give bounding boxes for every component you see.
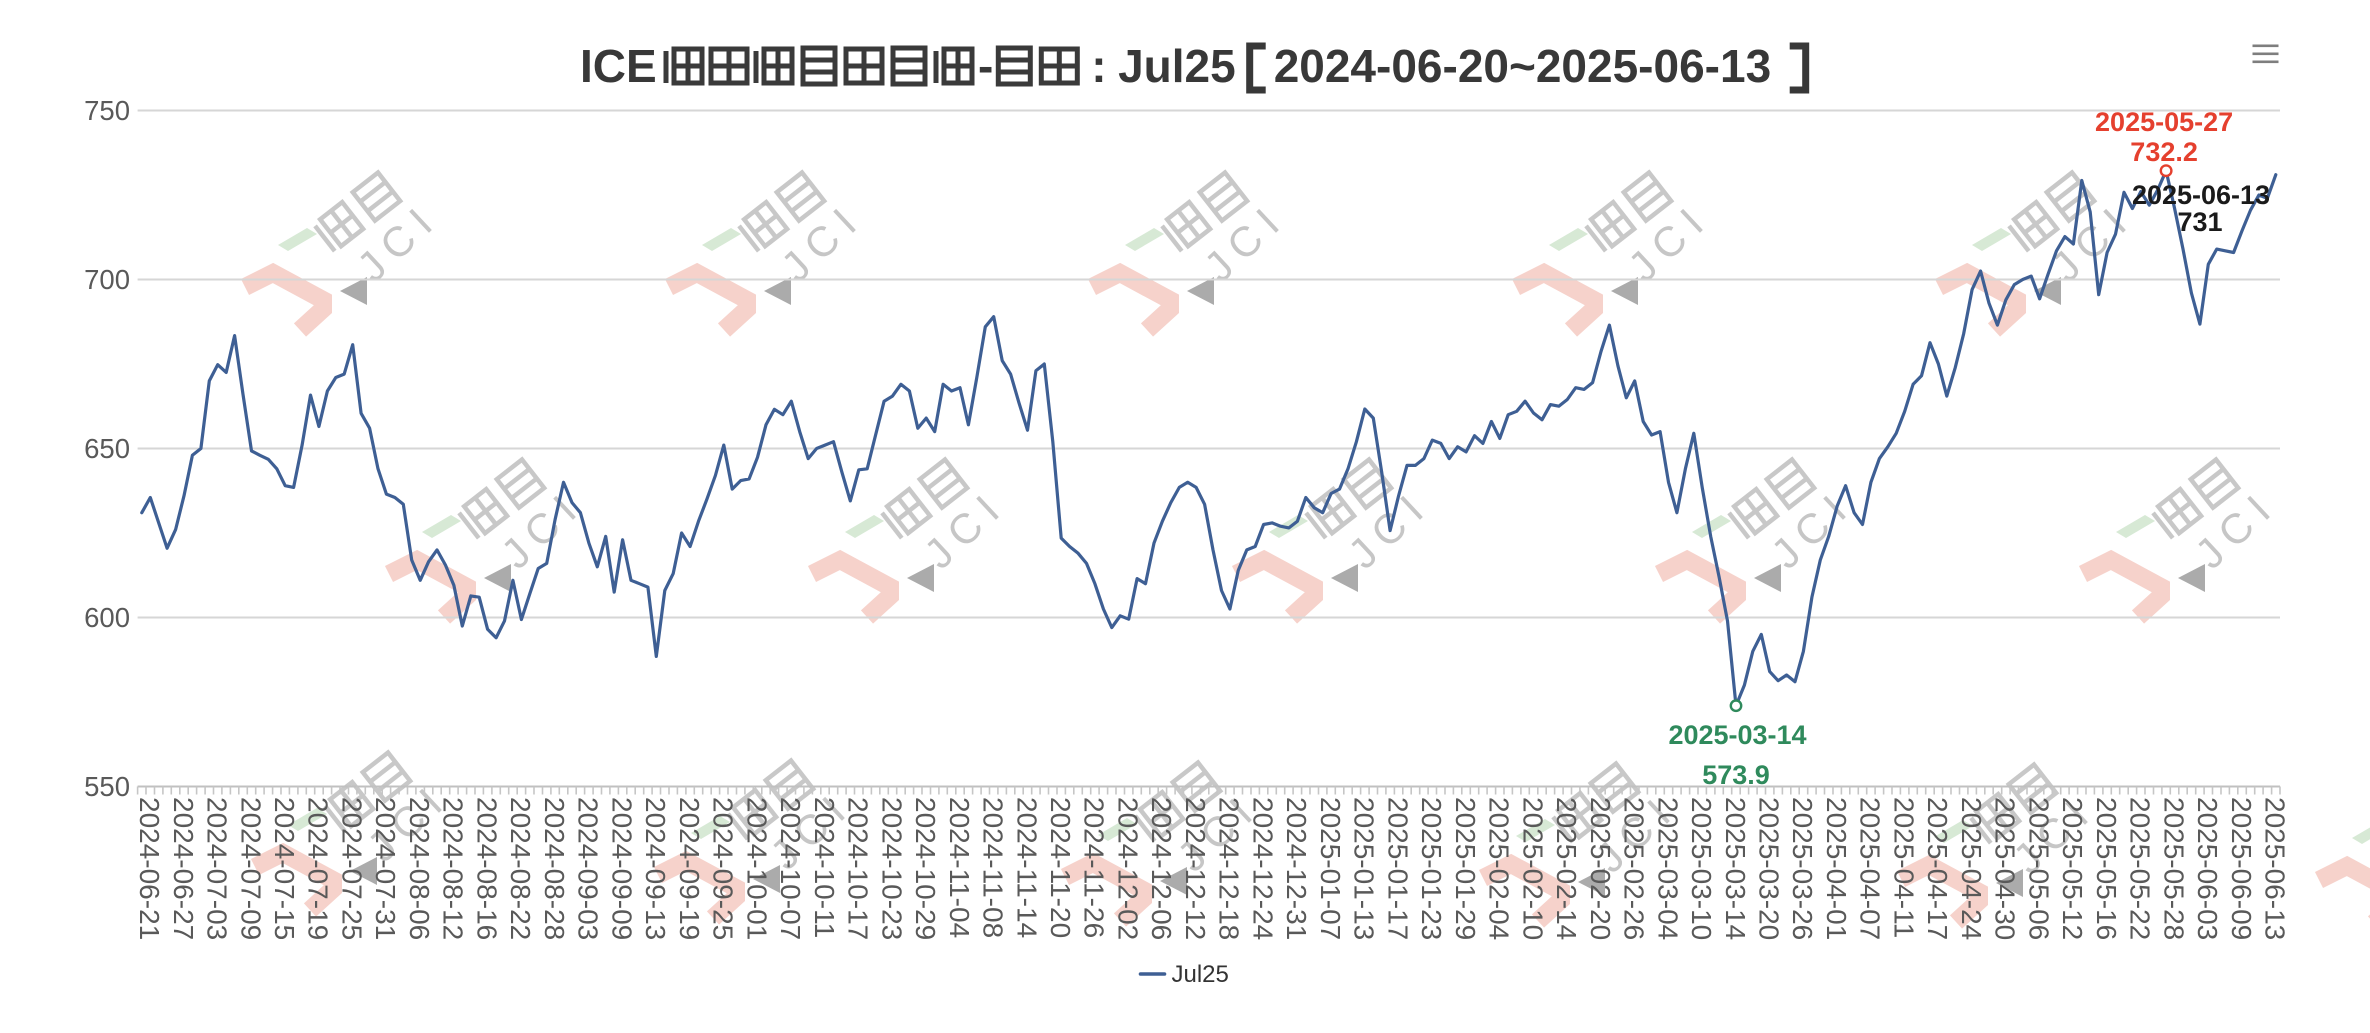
svg-text:2025-06-13: 2025-06-13 — [2260, 797, 2291, 940]
svg-text:2025-04-24: 2025-04-24 — [1956, 797, 1987, 940]
svg-text:2025-01-07: 2025-01-07 — [1315, 797, 1346, 940]
svg-text:2025-05-22: 2025-05-22 — [2125, 797, 2156, 940]
svg-text:2024-11-04: 2024-11-04 — [944, 797, 975, 938]
svg-text:2024-12-02: 2024-12-02 — [1113, 797, 1144, 940]
svg-text:2024-11-20: 2024-11-20 — [1045, 797, 1076, 938]
svg-text:2025-04-30: 2025-04-30 — [1990, 797, 2021, 940]
svg-text:2024-10-17: 2024-10-17 — [843, 797, 874, 940]
svg-text:2024-07-31: 2024-07-31 — [370, 797, 401, 940]
svg-text:2024-07-03: 2024-07-03 — [202, 797, 233, 940]
svg-text:2024-08-06: 2024-08-06 — [404, 797, 435, 940]
svg-text:2025-05-27: 2025-05-27 — [2095, 107, 2233, 137]
svg-text:2025-02-26: 2025-02-26 — [1619, 797, 1650, 940]
svg-text:700: 700 — [84, 264, 130, 295]
svg-text:2025-04-17: 2025-04-17 — [1922, 797, 1953, 940]
svg-text:2025-02-04: 2025-02-04 — [1484, 797, 1515, 940]
svg-text:2024-12-31: 2024-12-31 — [1281, 797, 1312, 940]
svg-text:2025-01-23: 2025-01-23 — [1416, 797, 1447, 940]
svg-text:2025-04-01: 2025-04-01 — [1821, 797, 1852, 940]
svg-text:2024-08-22: 2024-08-22 — [505, 797, 536, 940]
svg-text:2024-06-21: 2024-06-21 — [134, 797, 165, 940]
svg-text:2024-06-27: 2024-06-27 — [168, 797, 199, 940]
svg-text:2025-05-28: 2025-05-28 — [2158, 797, 2189, 940]
svg-text:2025-02-20: 2025-02-20 — [1585, 797, 1616, 940]
svg-text:ICE: ICE — [580, 40, 657, 92]
svg-text:2025-06-13: 2025-06-13 — [2132, 180, 2270, 210]
svg-text:2025-05-12: 2025-05-12 — [2057, 797, 2088, 940]
svg-text:2024-11-14: 2024-11-14 — [1011, 797, 1042, 938]
svg-text:2025-03-26: 2025-03-26 — [1787, 797, 1818, 940]
svg-text:2024-08-28: 2024-08-28 — [539, 797, 570, 940]
svg-text:2024-10-29: 2024-10-29 — [910, 797, 941, 940]
svg-text:550: 550 — [84, 771, 130, 802]
svg-text:2024-07-09: 2024-07-09 — [235, 797, 266, 940]
svg-text:2025-03-04: 2025-03-04 — [1652, 797, 1683, 940]
svg-text:2024-10-11: 2024-10-11 — [809, 797, 840, 938]
svg-text:Jul25: Jul25 — [1118, 40, 1236, 92]
svg-text:732.2: 732.2 — [2130, 137, 2198, 167]
svg-text:2024-10-07: 2024-10-07 — [775, 797, 806, 940]
svg-text::: : — [1091, 40, 1106, 92]
svg-text:2025-02-14: 2025-02-14 — [1551, 797, 1582, 940]
svg-text:2024-11-08: 2024-11-08 — [978, 797, 1009, 938]
svg-text:2024-07-19: 2024-07-19 — [303, 797, 334, 940]
svg-text:750: 750 — [84, 95, 130, 126]
svg-text:2025-04-11: 2025-04-11 — [1889, 797, 1920, 938]
svg-text:2024-11-26: 2024-11-26 — [1079, 797, 1110, 938]
svg-text:573.9: 573.9 — [1702, 760, 1770, 790]
svg-text:2024-12-12: 2024-12-12 — [1180, 797, 1211, 940]
svg-text:2025-05-16: 2025-05-16 — [2091, 797, 2122, 940]
svg-text:2024-08-12: 2024-08-12 — [438, 797, 469, 940]
svg-text:2025-01-13: 2025-01-13 — [1349, 797, 1380, 940]
svg-text:2024-07-15: 2024-07-15 — [269, 797, 300, 940]
svg-text:731: 731 — [2177, 207, 2222, 237]
svg-text:2024-10-23: 2024-10-23 — [876, 797, 907, 940]
svg-text:2024-12-18: 2024-12-18 — [1214, 797, 1245, 940]
svg-text:2024-08-16: 2024-08-16 — [471, 797, 502, 940]
svg-text:650: 650 — [84, 433, 130, 464]
svg-text:-: - — [978, 40, 993, 92]
svg-text:2025-04-07: 2025-04-07 — [1855, 797, 1886, 940]
svg-text:600: 600 — [84, 602, 130, 633]
svg-text:2024-09-25: 2024-09-25 — [708, 797, 739, 940]
svg-text:2025-02-10: 2025-02-10 — [1517, 797, 1548, 940]
svg-text:2025-06-09: 2025-06-09 — [2226, 797, 2257, 940]
svg-text:2024-09-03: 2024-09-03 — [573, 797, 604, 940]
svg-text:2025-03-10: 2025-03-10 — [1686, 797, 1717, 940]
svg-text:2024-07-25: 2024-07-25 — [337, 797, 368, 940]
svg-text:2025-05-06: 2025-05-06 — [2023, 797, 2054, 940]
svg-text:2024-06-20~2025-06-13: 2024-06-20~2025-06-13 — [1274, 40, 1771, 92]
svg-text:2024-12-24: 2024-12-24 — [1247, 797, 1278, 940]
svg-text:2025-03-14: 2025-03-14 — [1668, 720, 1806, 750]
svg-text:2024-09-19: 2024-09-19 — [674, 797, 705, 940]
svg-text:2024-10-01: 2024-10-01 — [741, 797, 772, 940]
svg-text:2025-06-03: 2025-06-03 — [2192, 797, 2223, 940]
svg-text:2024-09-13: 2024-09-13 — [640, 797, 671, 940]
svg-text:2025-03-14: 2025-03-14 — [1720, 797, 1751, 940]
svg-text:2024-12-06: 2024-12-06 — [1146, 797, 1177, 940]
svg-text:Jul25: Jul25 — [1172, 961, 1229, 988]
svg-text:2025-01-17: 2025-01-17 — [1382, 797, 1413, 940]
svg-text:2024-09-09: 2024-09-09 — [606, 797, 637, 940]
svg-text:2025-03-20: 2025-03-20 — [1754, 797, 1785, 940]
svg-text:2025-01-29: 2025-01-29 — [1450, 797, 1481, 940]
